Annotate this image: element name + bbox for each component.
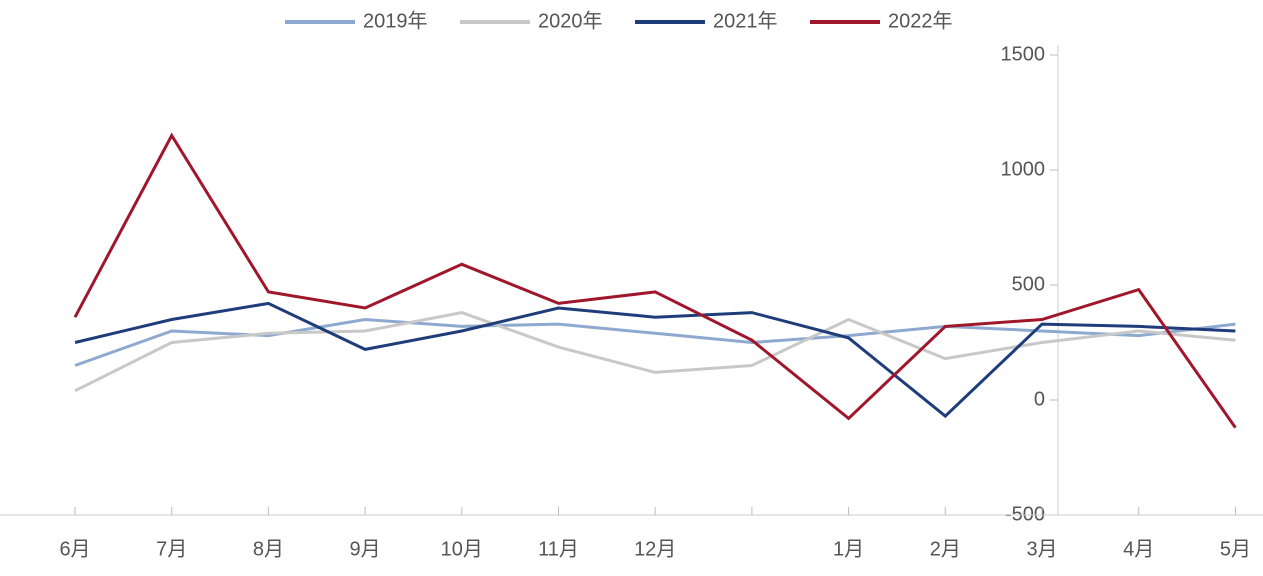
x-tick-label: 12月	[634, 538, 676, 560]
x-tick-label: 4月	[1123, 538, 1154, 560]
x-tick-label: 7月	[156, 538, 187, 560]
y-tick-label: 1500	[1001, 43, 1046, 65]
series-line	[74, 317, 1236, 367]
y-tick-label: -500	[1005, 503, 1045, 525]
x-tick-label: 10月	[441, 538, 483, 560]
x-tick-label: 2月	[930, 538, 961, 560]
legend-label: 2021年	[713, 9, 778, 32]
x-tick-label: 5月	[1220, 538, 1251, 560]
x-tick-label: 11月	[538, 538, 579, 560]
x-tick-label: 6月	[59, 538, 90, 560]
x-tick-label: 8月	[253, 538, 284, 560]
legend-label: 2020年	[538, 9, 603, 32]
x-tick-label: 1月	[833, 538, 864, 560]
series-line	[74, 311, 1236, 393]
y-tick-label: 1000	[1001, 158, 1046, 180]
legend-label: 2022年	[888, 9, 953, 32]
x-tick-label: 3月	[1026, 538, 1057, 560]
series-line	[73, 132, 1237, 429]
y-tick-label: 500	[1012, 273, 1045, 295]
series-line	[74, 301, 1236, 419]
legend-label: 2019年	[363, 9, 428, 32]
y-tick-label: 0	[1034, 388, 1045, 410]
x-tick-label: 9月	[350, 538, 381, 560]
